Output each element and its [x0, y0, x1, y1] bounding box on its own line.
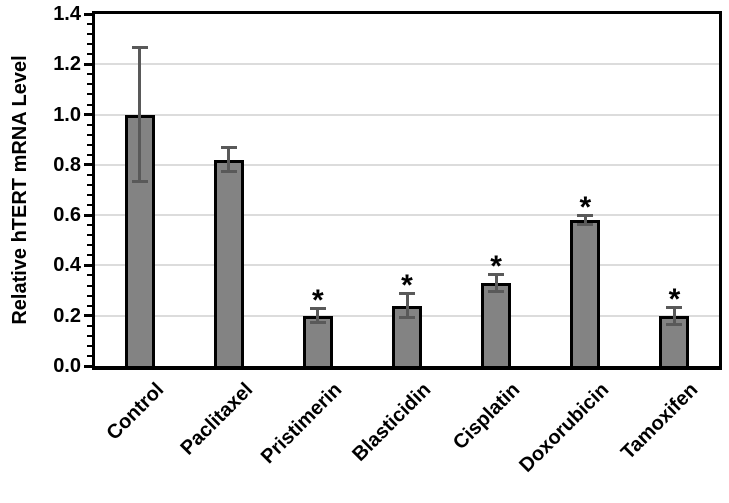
- significance-asterisk-pristimerin: *: [312, 284, 324, 318]
- y-tick-label: 0.2: [53, 304, 81, 327]
- y-tick-label: 0.0: [53, 355, 81, 377]
- error-bar-cap-bottom-doxorubicin: [577, 223, 594, 227]
- error-bar-line-control: [138, 46, 142, 183]
- y-axis-minor-tick: [87, 23, 92, 26]
- y-axis-minor-tick: [87, 183, 92, 186]
- y-axis-minor-tick: [87, 234, 92, 237]
- gridline: [95, 63, 719, 66]
- bar-control: [124, 114, 155, 366]
- error-bar-line-pristimerin: [316, 308, 320, 324]
- y-axis-minor-tick: [87, 133, 92, 136]
- error-bar-cap-bottom-pristimerin: [309, 321, 326, 325]
- error-bar-cap-top-paclitaxel: [220, 146, 237, 150]
- y-axis-minor-tick: [87, 103, 92, 106]
- y-axis-minor-tick: [87, 284, 92, 287]
- y-axis-minor-tick: [87, 254, 92, 257]
- error-bar-line-blasticidin: [405, 293, 409, 319]
- gridline: [95, 264, 719, 267]
- error-bar-line-cisplatin: [494, 274, 498, 292]
- significance-asterisk-doxorubicin: *: [579, 191, 592, 225]
- error-bar-cap-top-cisplatin: [488, 273, 505, 277]
- y-axis-minor-tick: [87, 143, 92, 146]
- y-axis-minor-tick: [87, 344, 92, 347]
- y-axis-major-tick: [84, 62, 92, 66]
- y-axis-minor-tick: [87, 194, 92, 197]
- y-axis-minor-tick: [87, 43, 92, 46]
- y-axis-minor-tick: [87, 153, 92, 156]
- significance-asterisk-tamoxifen: *: [668, 282, 681, 316]
- y-tick-label: 0.8: [53, 153, 81, 176]
- y-axis-minor-tick: [87, 33, 92, 36]
- error-bar-cap-top-pristimerin: [309, 307, 326, 311]
- error-bar-line-tamoxifen: [672, 306, 676, 325]
- bar-paclitaxel: [213, 159, 244, 366]
- significance-asterisk-blasticidin: *: [401, 269, 413, 303]
- y-axis-minor-tick: [87, 354, 92, 357]
- significance-asterisk-cisplatin: *: [490, 250, 502, 284]
- error-bar-cap-top-blasticidin: [399, 292, 415, 296]
- y-axis-minor-tick: [87, 224, 92, 227]
- y-axis-minor-tick: [87, 244, 92, 247]
- y-axis-minor-tick: [87, 334, 92, 337]
- y-axis-minor-tick: [87, 304, 92, 307]
- y-axis-major-tick: [84, 263, 92, 267]
- error-bar-line-paclitaxel: [227, 147, 231, 173]
- y-axis-major-tick: [84, 113, 92, 117]
- y-tick-label: 1.2: [53, 53, 81, 76]
- y-tick-label: 1.4: [53, 2, 81, 25]
- bar-doxorubicin: [570, 220, 601, 366]
- y-axis-minor-tick: [87, 274, 92, 277]
- y-axis-major-tick: [84, 364, 92, 368]
- y-axis-minor-tick: [87, 83, 92, 86]
- y-axis-major-tick: [84, 163, 92, 167]
- error-bar-cap-bottom-cisplatin: [488, 289, 505, 293]
- error-bar-cap-top-tamoxifen: [666, 305, 683, 309]
- y-axis-major-tick: [84, 213, 92, 217]
- gridline: [95, 163, 719, 166]
- y-tick-label: 0.4: [53, 254, 81, 277]
- plot-area: * * * * *: [92, 11, 722, 370]
- y-axis-minor-tick: [87, 93, 92, 96]
- bar-cisplatin: [481, 283, 512, 366]
- y-axis-minor-tick: [87, 173, 92, 176]
- error-bar-cap-bottom-blasticidin: [399, 316, 415, 320]
- error-bar-cap-bottom-tamoxifen: [666, 322, 683, 326]
- y-axis-major-tick: [84, 314, 92, 318]
- error-bar-cap-top-doxorubicin: [577, 214, 594, 218]
- y-axis-minor-tick: [87, 73, 92, 76]
- gridline: [95, 214, 719, 217]
- y-axis-major-tick: [84, 12, 92, 16]
- error-bar-cap-bottom-paclitaxel: [220, 170, 237, 174]
- y-tick-label: 1.0: [53, 103, 81, 126]
- gridline: [95, 113, 719, 116]
- y-axis-minor-tick: [87, 53, 92, 56]
- y-axis-minor-tick: [87, 204, 92, 207]
- y-tick-label: 0.6: [53, 204, 81, 227]
- y-axis-minor-tick: [87, 324, 92, 327]
- error-bar-cap-top-control: [131, 45, 148, 49]
- y-axis-minor-tick: [87, 294, 92, 297]
- error-bar-line-doxorubicin: [583, 215, 587, 226]
- y-axis-minor-tick: [87, 123, 92, 126]
- error-bar-cap-bottom-control: [131, 180, 148, 184]
